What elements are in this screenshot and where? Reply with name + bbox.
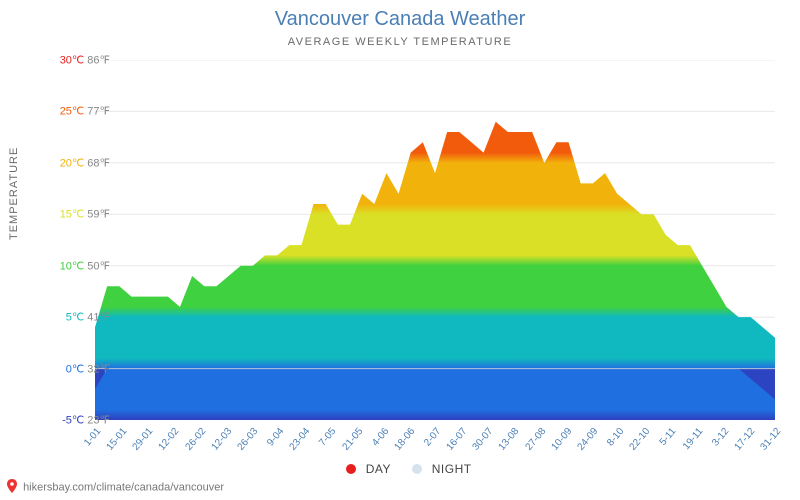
x-tick: 5-11 [658, 426, 679, 448]
legend-label-night: NIGHT [432, 462, 472, 476]
weather-chart-card: Vancouver Canada Weather AVERAGE WEEKLY … [0, 0, 800, 500]
y-axis-label: TEMPERATURE [8, 147, 20, 240]
chart-svg [95, 60, 775, 420]
x-tick: 27-08 [523, 426, 548, 453]
legend-swatch-day [346, 464, 356, 474]
x-tick: 9-04 [265, 426, 286, 448]
x-tick: 7-05 [318, 426, 339, 448]
x-tick: 17-12 [732, 426, 757, 453]
x-tick: 31-12 [759, 426, 784, 453]
y-tick: 30℃86℉ [60, 54, 110, 67]
source-url: hikersbay.com/climate/canada/vancouver [23, 481, 224, 493]
legend-label-day: DAY [366, 462, 391, 476]
y-tick: 10℃50℉ [60, 259, 110, 272]
x-tick: 4-06 [370, 426, 391, 448]
x-tick: 15-01 [105, 426, 130, 453]
x-tick: 26-02 [183, 426, 208, 453]
x-tick: 30-07 [471, 426, 496, 453]
x-tick: 12-02 [157, 426, 182, 453]
legend: DAY NIGHT [0, 461, 800, 476]
legend-swatch-night [412, 464, 422, 474]
x-tick: 18-06 [392, 426, 417, 453]
x-tick: 3-12 [710, 426, 731, 448]
x-tick: 10-09 [549, 426, 574, 453]
y-tick: 25℃77℉ [60, 105, 110, 118]
y-tick: 5℃41℉ [66, 311, 110, 324]
x-tick: 26-03 [235, 426, 260, 453]
x-tick: 13-08 [497, 426, 522, 453]
y-tick: 15℃59℉ [60, 208, 110, 221]
x-tick: 23-04 [288, 426, 313, 453]
x-tick: 8-10 [605, 426, 626, 448]
x-tick: 24-09 [575, 426, 600, 453]
x-tick: 19-11 [681, 426, 705, 452]
source-attribution: hikersbay.com/climate/canada/vancouver [6, 479, 224, 496]
map-pin-icon [6, 479, 18, 496]
x-tick: 21-05 [340, 426, 365, 453]
y-tick: 0℃32℉ [66, 362, 110, 375]
plot-area [95, 60, 775, 420]
y-tick: -5℃23℉ [62, 414, 110, 427]
x-tick: 1-01 [82, 426, 103, 448]
x-tick: 12-03 [209, 426, 234, 453]
y-tick: 20℃68℉ [60, 156, 110, 169]
x-tick: 16-07 [445, 426, 470, 453]
x-tick: 29-01 [131, 426, 156, 453]
chart-title: Vancouver Canada Weather [0, 8, 800, 31]
x-tick: 2-07 [422, 426, 443, 448]
chart-subtitle: AVERAGE WEEKLY TEMPERATURE [0, 36, 800, 48]
x-tick: 22-10 [628, 426, 653, 453]
